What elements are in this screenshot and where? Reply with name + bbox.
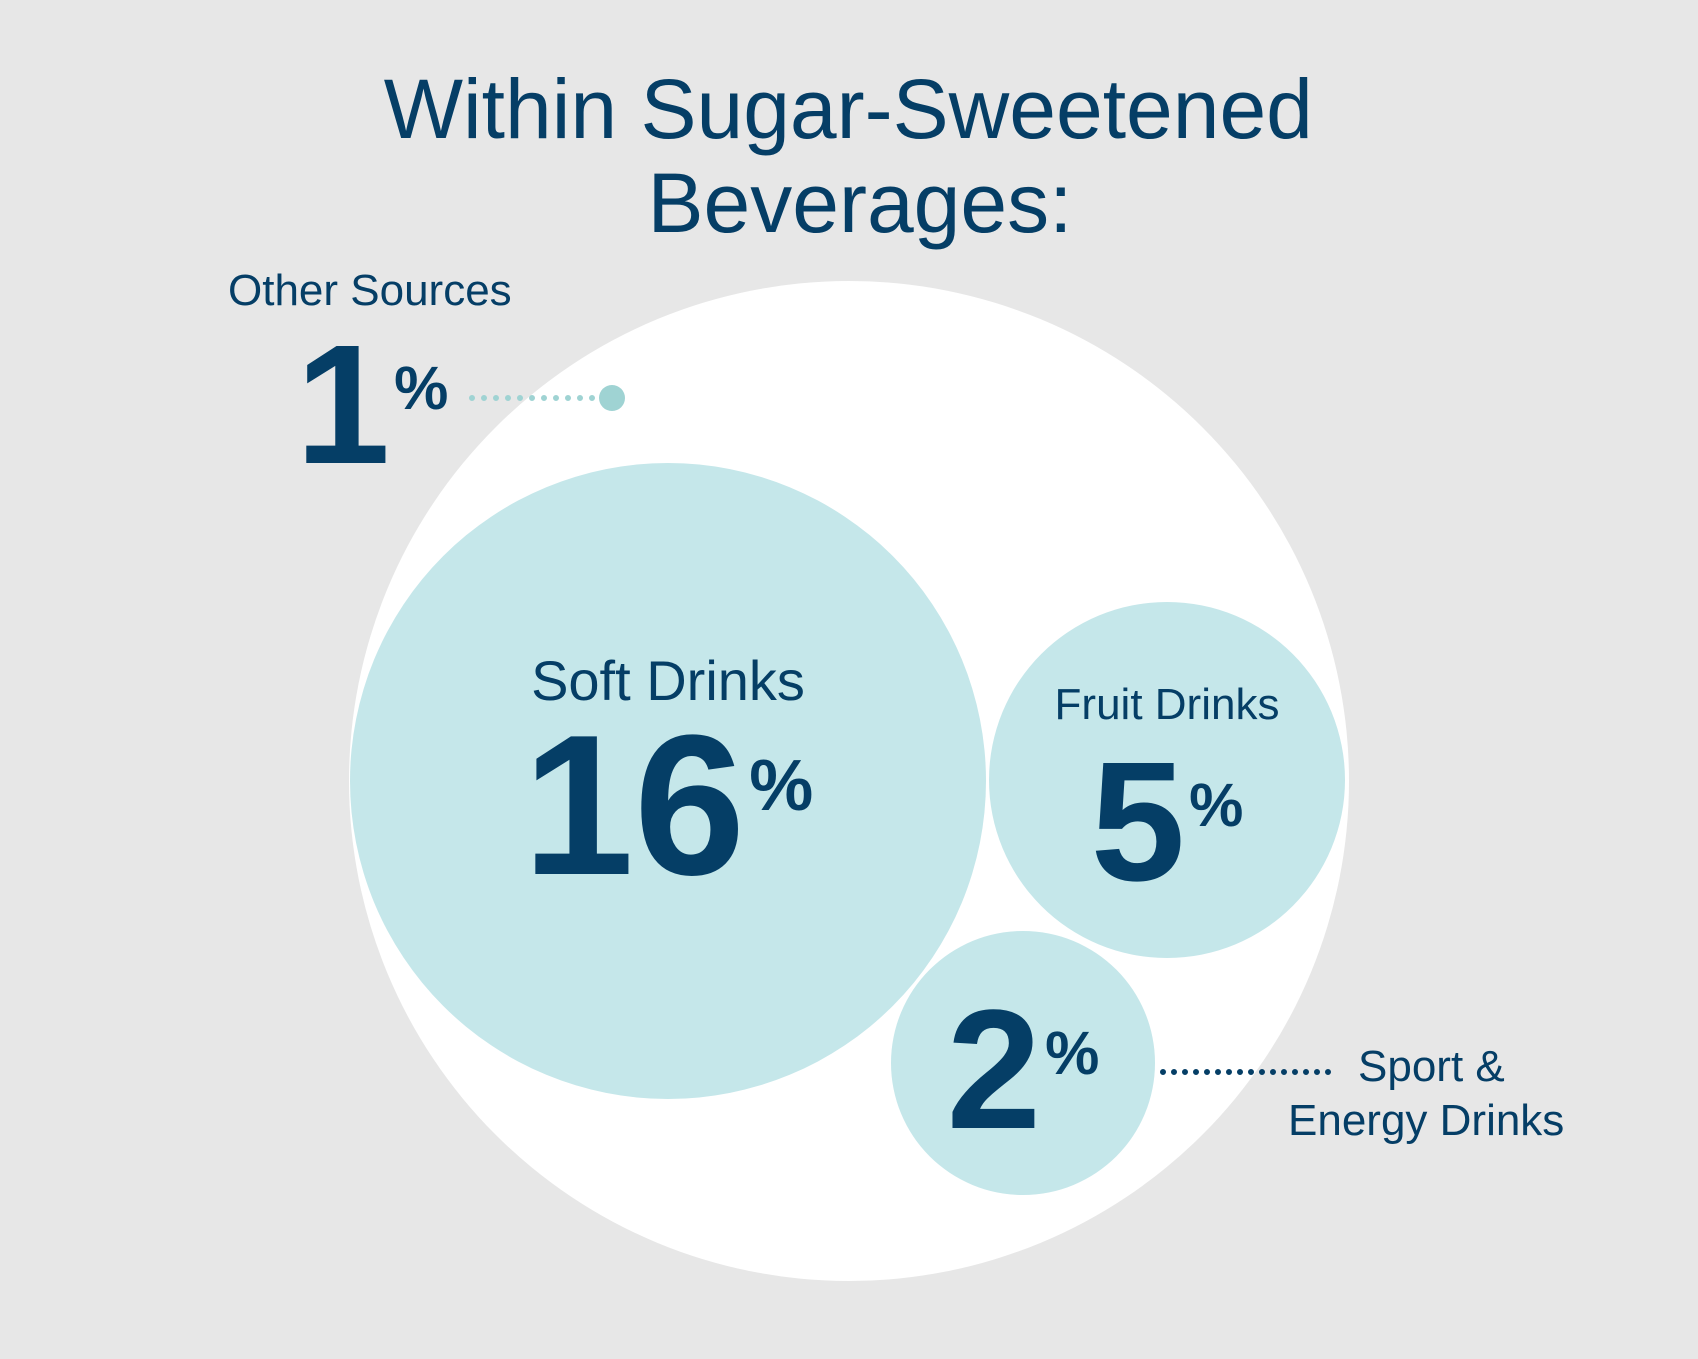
soft-drinks-label-line-1: Soft Drinks xyxy=(531,649,805,712)
sport-and-energy-drinks-value-percent: % xyxy=(1045,1019,1099,1087)
other-sources-value-percent: % xyxy=(394,354,448,422)
soft-drinks-bubble xyxy=(350,463,986,1099)
fruit-drinks-value: 5% xyxy=(1091,727,1244,917)
soft-drinks-value-number: 16 xyxy=(523,694,745,917)
soft-drinks-value-percent: % xyxy=(749,746,813,826)
bubbles-group xyxy=(350,463,1345,1195)
fruit-drinks-label-line-1: Fruit Drinks xyxy=(1055,680,1280,729)
fruit-drinks-value-percent: % xyxy=(1189,771,1243,839)
chart-title: Within Sugar-Sweetened Beverages: xyxy=(384,62,1337,250)
other-sources-value-number: 1 xyxy=(296,310,391,500)
sport-and-energy-drinks-label: Sport & Energy Drinks xyxy=(1288,1042,1564,1145)
fruit-drinks-value-number: 5 xyxy=(1091,727,1186,917)
sport-and-energy-drinks-value: 2% xyxy=(947,975,1100,1165)
fruit-drinks-bubble xyxy=(989,602,1345,958)
chart-title-line-2: Beverages: xyxy=(648,156,1073,250)
other-sources-label-line-1: Other Sources xyxy=(228,266,512,315)
soft-drinks-label: Soft Drinks xyxy=(531,649,805,712)
sport-and-energy-drinks-label-line-2: Energy Drinks xyxy=(1288,1096,1564,1145)
other-sources-label: Other Sources xyxy=(228,266,512,315)
fruit-drinks-label: Fruit Drinks xyxy=(1055,680,1280,729)
sport-and-energy-drinks-bubble xyxy=(891,931,1155,1195)
chart-title-line-1: Within Sugar-Sweetened xyxy=(384,62,1313,156)
soft-drinks-value: 16% xyxy=(523,694,814,917)
sport-and-energy-drinks-label-line-1: Sport & xyxy=(1358,1042,1505,1091)
sport-and-energy-drinks-value-number: 2 xyxy=(947,975,1042,1165)
other-sources-marker xyxy=(599,385,625,411)
other-sources-value: 1% xyxy=(296,310,449,500)
